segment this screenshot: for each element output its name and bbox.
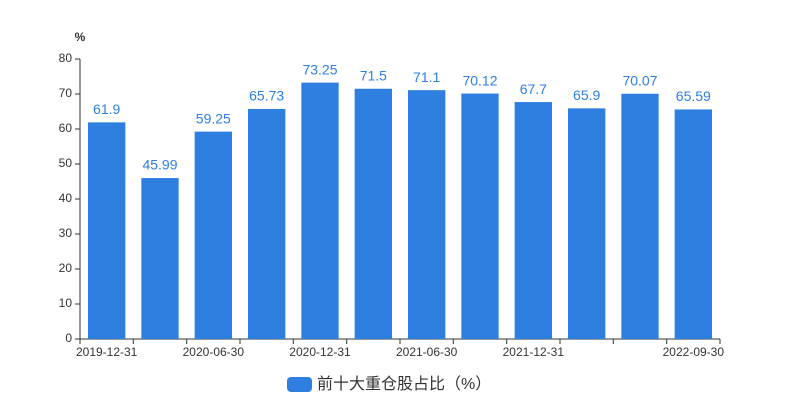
value-label: 59.25 [196, 110, 231, 126]
bar [194, 131, 232, 339]
bar [141, 178, 179, 339]
bar [514, 102, 552, 339]
bar [461, 93, 499, 339]
y-tick-label: 0 [65, 331, 72, 345]
y-tick-label: 70 [59, 86, 73, 100]
bar [248, 108, 286, 339]
value-label: 71.5 [360, 67, 387, 83]
bar [621, 93, 659, 339]
bar [88, 122, 126, 339]
y-tick-label: 10 [59, 296, 73, 310]
y-tick-label: 80 [59, 51, 73, 65]
y-tick-label: 60 [59, 121, 73, 135]
x-tick-label: 2020-12-31 [289, 345, 351, 359]
x-tick-label: 2021-12-31 [503, 345, 565, 359]
legend-label: 前十大重仓股占比（%） [317, 375, 491, 393]
value-label: 73.25 [302, 61, 337, 77]
value-label: 71.1 [413, 69, 440, 85]
y-tick-label: 50 [59, 156, 73, 170]
x-tick-label: 2020-06-30 [183, 345, 245, 359]
y-unit: % [75, 30, 86, 44]
y-tick-label: 20 [59, 261, 73, 275]
value-label: 61.9 [93, 101, 120, 117]
bar [354, 88, 392, 339]
value-label: 67.7 [520, 81, 547, 97]
x-tick-label: 2019-12-31 [76, 345, 138, 359]
value-label: 65.59 [676, 88, 711, 104]
bar [568, 108, 606, 339]
x-tick-label: 2022-09-30 [663, 345, 725, 359]
value-label: 70.12 [462, 72, 497, 88]
legend-swatch [287, 377, 312, 392]
bar [408, 90, 446, 340]
bar [674, 109, 712, 339]
bar [301, 82, 339, 339]
value-label: 70.07 [622, 72, 657, 88]
y-tick-label: 40 [59, 191, 73, 205]
y-tick-label: 30 [59, 226, 73, 240]
value-label: 65.9 [573, 87, 600, 103]
value-label: 65.73 [249, 88, 284, 104]
x-tick-label: 2021-06-30 [396, 345, 458, 359]
value-label: 45.99 [142, 157, 177, 173]
